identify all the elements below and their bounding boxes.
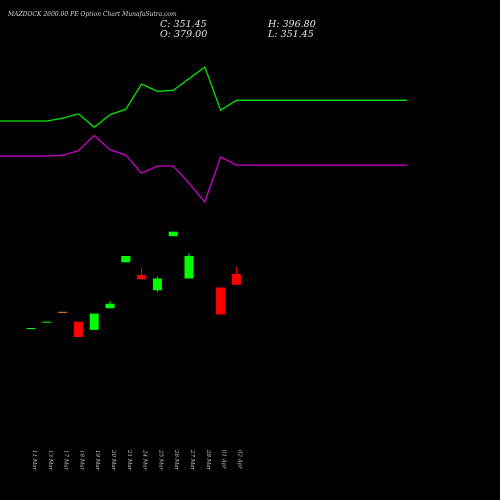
candle — [168, 231, 178, 237]
candle-body — [231, 274, 241, 285]
candle — [26, 328, 36, 329]
x-tick-label: 25 Mar — [157, 449, 163, 471]
x-tick-label: 28 Mar — [205, 449, 211, 471]
x-tick-label: 21 Mar — [126, 449, 132, 471]
open-value: O: 379.00 — [160, 29, 207, 40]
x-tick-label: 17 Mar — [63, 450, 69, 471]
candle — [89, 313, 99, 330]
candle — [200, 256, 210, 257]
candle-body — [89, 313, 99, 330]
candle-body — [152, 278, 162, 291]
candle-body — [200, 256, 210, 257]
close-value: C: 351.45 — [160, 19, 207, 30]
candle-body — [73, 321, 83, 337]
x-tick-label: 19 Mar — [94, 450, 100, 471]
candle — [184, 253, 194, 279]
candle-body — [137, 274, 147, 280]
x-tick-label: 26 Mar — [173, 449, 179, 471]
candle — [73, 321, 83, 337]
candle — [216, 287, 226, 315]
candle — [231, 266, 241, 285]
candle-body — [216, 287, 226, 315]
chart-title: MAZDOCK 2600.00 PE Option Chart MunafaSu… — [7, 11, 177, 18]
x-tick-label: 01 Apr — [221, 450, 227, 469]
x-tick-label: 13 Mar — [47, 450, 53, 471]
candle-body — [105, 303, 115, 309]
x-tick-label: 20 Mar — [110, 449, 116, 471]
indicator-line-1 — [0, 65, 407, 129]
candle-body — [42, 321, 52, 323]
x-tick-label: 02 Apr — [236, 450, 242, 469]
candle — [152, 276, 162, 292]
candle-body — [121, 256, 131, 263]
x-tick-label: 11 Mar — [31, 450, 37, 471]
x-tick-label: 18 Mar — [78, 450, 84, 471]
high-value: H: 396.80 — [267, 19, 316, 30]
candle — [42, 321, 52, 323]
candle — [105, 301, 115, 309]
candle — [137, 267, 147, 280]
low-value: L: 351.45 — [267, 29, 314, 40]
candle-body — [58, 311, 68, 313]
candle — [121, 256, 131, 263]
x-tick-label: 27 Mar — [189, 449, 195, 471]
candle-body — [26, 328, 36, 329]
candle-body — [184, 256, 194, 279]
candle-body — [168, 231, 178, 237]
indicator-line-2 — [0, 134, 407, 204]
candle — [58, 311, 68, 313]
x-tick-label: 24 Mar — [142, 449, 148, 471]
